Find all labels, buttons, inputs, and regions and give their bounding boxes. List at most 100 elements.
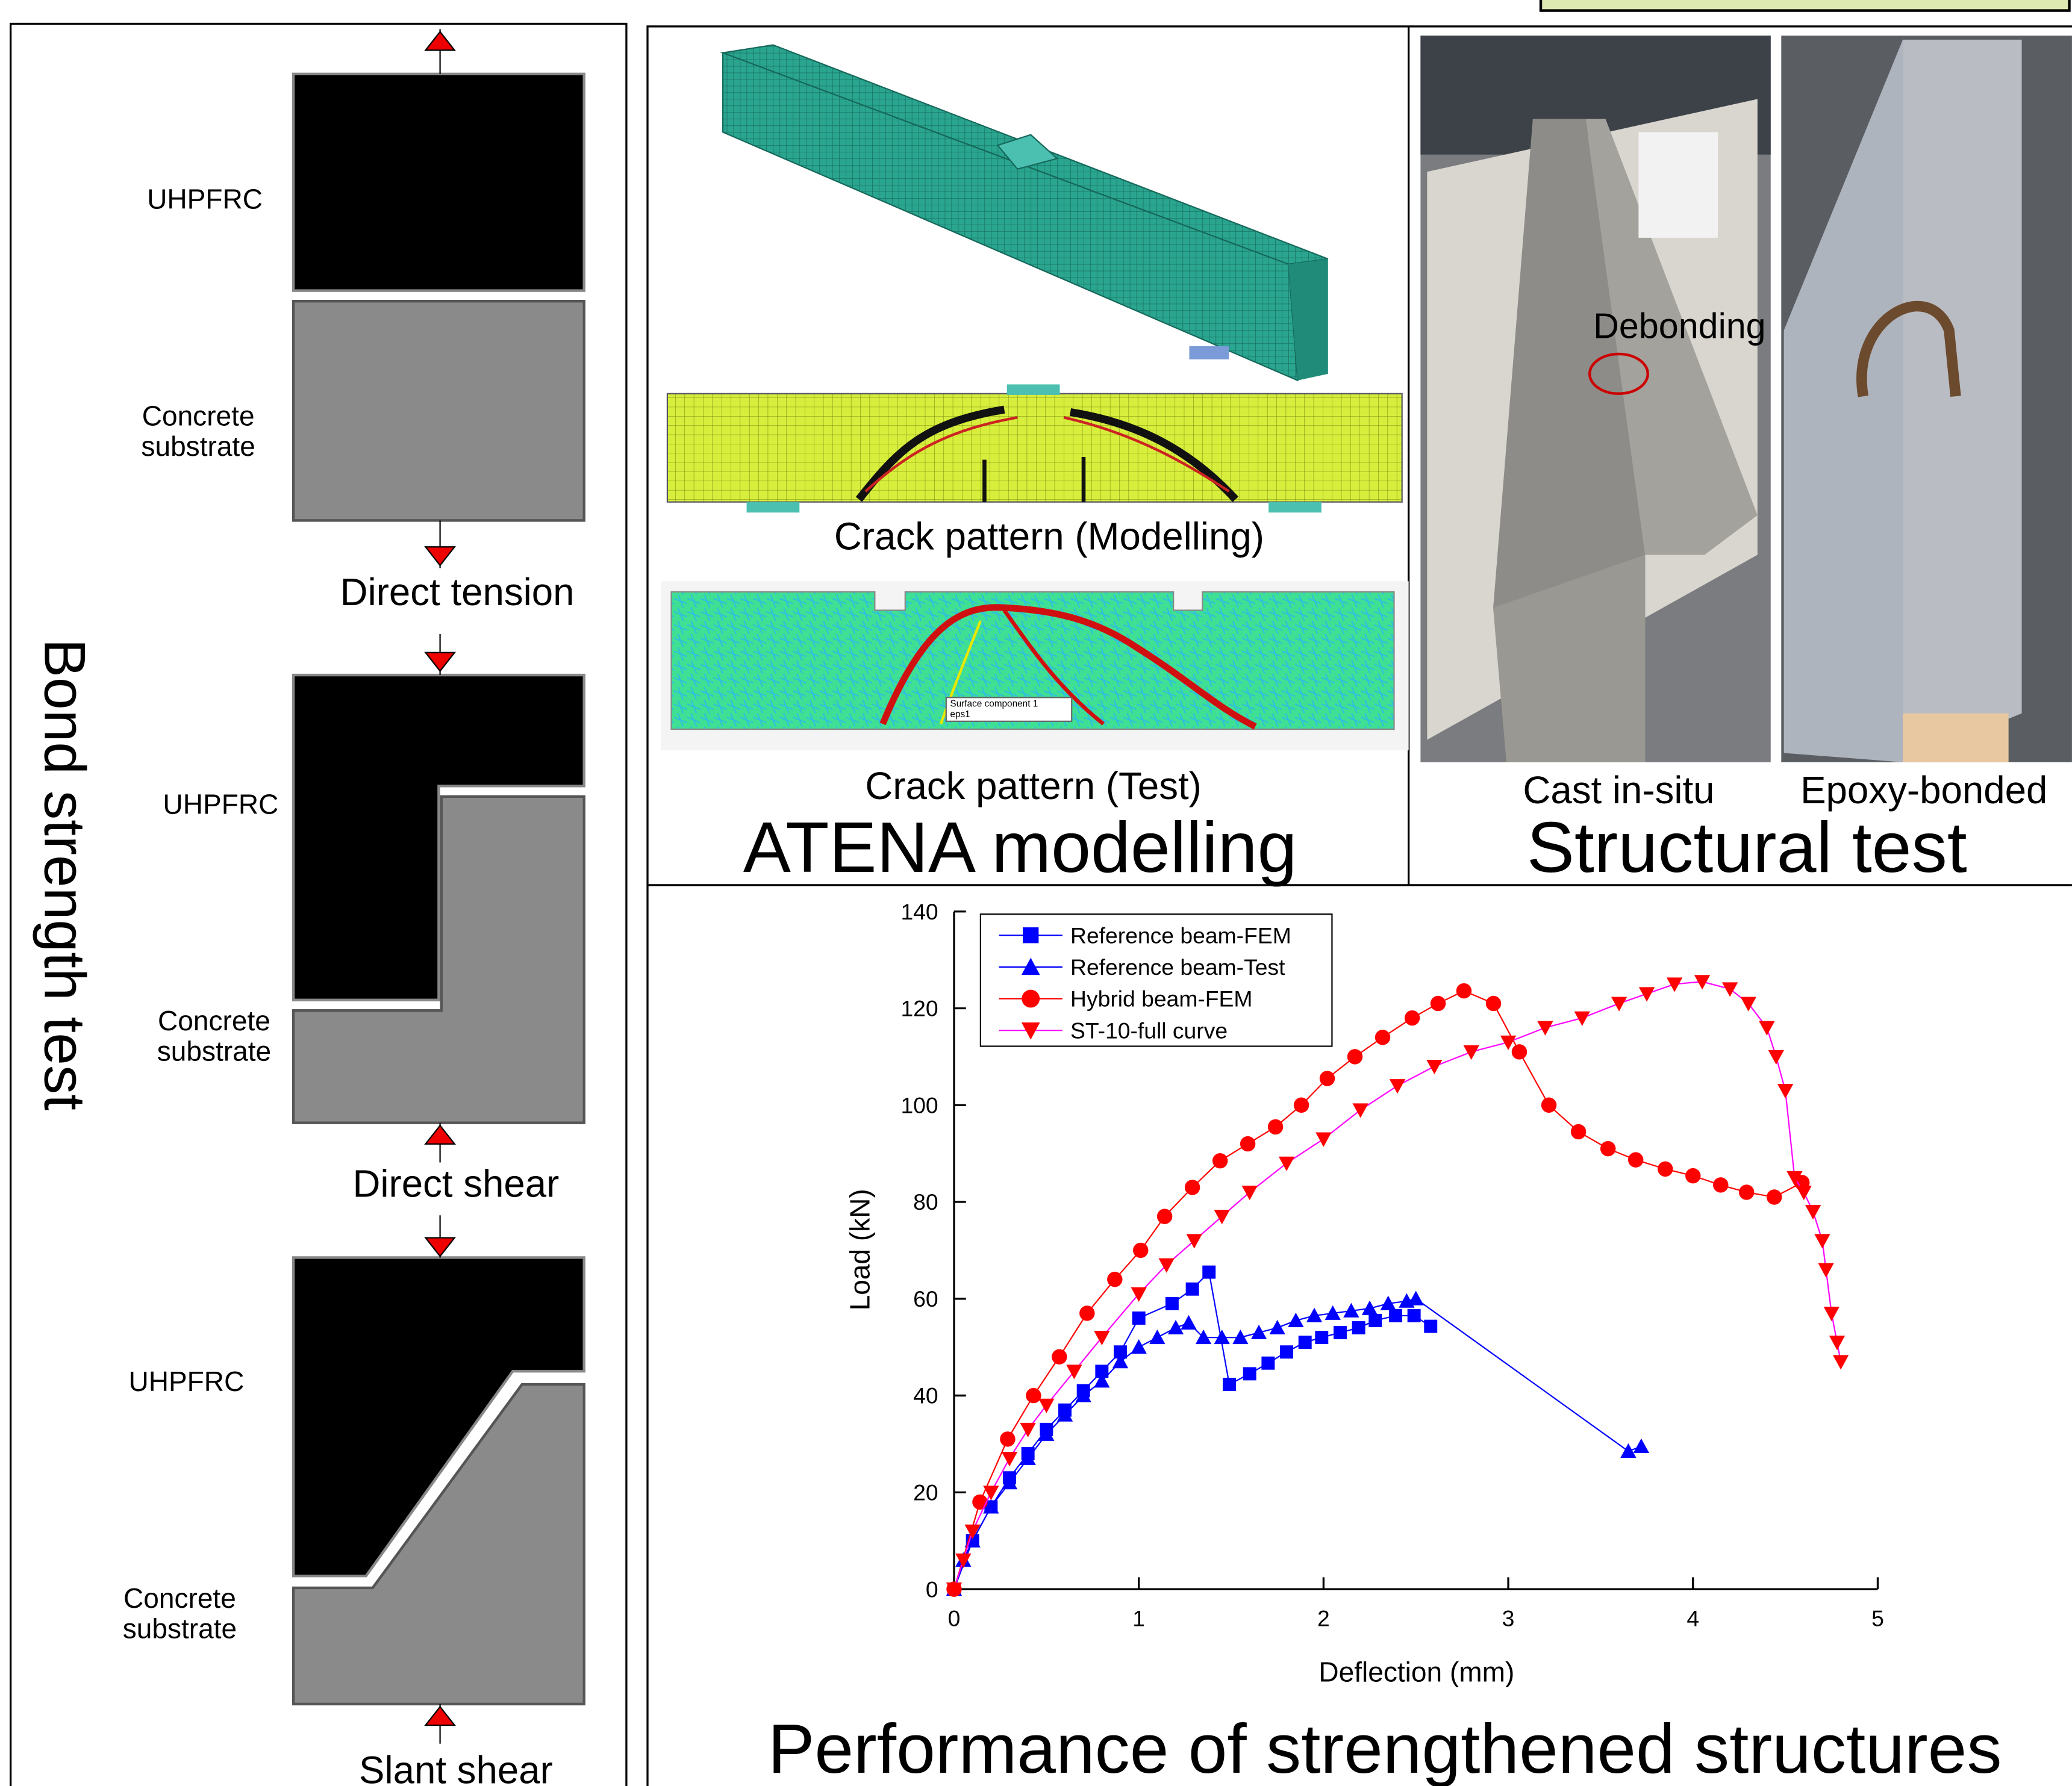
marker <box>1738 1184 1755 1200</box>
marker <box>1319 1071 1335 1086</box>
legend-label: Reference beam-Test <box>1070 954 1285 980</box>
y-tick-label: 60 <box>913 1286 938 1311</box>
marker <box>1620 1443 1637 1458</box>
marker <box>1456 983 1472 999</box>
marker <box>1107 1271 1123 1287</box>
tag: Surface component 1 <box>950 699 1038 709</box>
label: substrate <box>141 431 255 462</box>
fem-beam <box>720 44 1329 382</box>
marker <box>1361 1300 1378 1315</box>
marker <box>1056 1407 1073 1422</box>
y-tick-label: 100 <box>900 1092 938 1118</box>
series-line <box>953 1298 1642 1590</box>
marker <box>1026 1387 1041 1404</box>
marker <box>1685 1168 1701 1184</box>
marker <box>1713 1177 1729 1193</box>
marker <box>1298 1336 1312 1349</box>
marker <box>1511 1044 1527 1060</box>
legend-label: ST-10-full curve <box>1070 1018 1228 1043</box>
marker <box>1214 1329 1230 1345</box>
marker <box>1149 1329 1166 1345</box>
marker <box>1185 1282 1199 1296</box>
x-tick-label: 1 <box>1132 1606 1145 1631</box>
marker <box>1241 1185 1258 1201</box>
label: UHPFRC <box>163 788 279 820</box>
caption: Epoxy-bonded <box>1800 769 2047 812</box>
x-axis-label: Deflection (mm) <box>1318 1657 1514 1688</box>
y-tick-label: 40 <box>913 1383 938 1408</box>
marker <box>1133 1242 1149 1259</box>
marker <box>955 1553 972 1569</box>
y-tick-label: 140 <box>900 899 938 924</box>
marker <box>1570 1124 1587 1140</box>
marker <box>1500 1035 1517 1050</box>
marker <box>1768 1050 1784 1065</box>
y-axis-label: Load (kN) <box>844 1189 876 1310</box>
legend-marker <box>1023 927 1039 944</box>
marker <box>1306 1307 1323 1322</box>
marker <box>1633 1438 1650 1453</box>
x-tick-label: 2 <box>1317 1606 1330 1631</box>
marker <box>1293 1097 1309 1113</box>
marker <box>1038 1426 1055 1441</box>
direct-shear-diagram <box>292 634 585 1163</box>
marker <box>1267 1119 1284 1135</box>
marker <box>1777 1084 1794 1099</box>
marker <box>1288 1312 1304 1327</box>
marker <box>1095 1364 1109 1378</box>
label: Concrete <box>142 400 255 431</box>
marker <box>1158 1258 1175 1273</box>
x-tick-label: 0 <box>948 1606 961 1631</box>
label: substrate <box>123 1613 237 1644</box>
marker <box>1759 1021 1775 1036</box>
marker <box>1600 1140 1616 1157</box>
marker <box>1380 1295 1396 1310</box>
tag: eps1 <box>950 709 970 720</box>
marker <box>1430 995 1446 1012</box>
y-tick-label: 120 <box>900 996 938 1021</box>
marker <box>946 1582 963 1598</box>
marker <box>1352 1321 1365 1335</box>
x-tick-label: 4 <box>1687 1606 1699 1631</box>
panel-title: Structural test <box>1527 808 1967 888</box>
label: UHPFRC <box>128 1366 244 1397</box>
caption: Cast in-situ <box>1523 769 1714 812</box>
marker <box>1537 1021 1553 1036</box>
marker <box>1167 1319 1184 1335</box>
marker <box>1066 1364 1082 1380</box>
marker <box>1334 1326 1347 1340</box>
label: Concrete <box>123 1582 236 1614</box>
label: Concrete <box>158 1005 270 1036</box>
marker <box>1611 997 1627 1012</box>
right-frame <box>646 25 2072 1786</box>
marker <box>1638 987 1655 1002</box>
marker <box>1627 1152 1644 1168</box>
marker <box>1094 1373 1110 1388</box>
caption: Crack pattern (Modelling) <box>834 515 1264 558</box>
marker <box>1020 1422 1036 1438</box>
marker <box>1240 1136 1256 1152</box>
marker <box>1805 1205 1821 1220</box>
marker <box>1823 1306 1840 1322</box>
marker <box>1212 1153 1228 1169</box>
bond-frame <box>9 22 628 1786</box>
marker <box>1222 1378 1236 1392</box>
marker <box>1829 1336 1846 1351</box>
marker <box>1184 1180 1200 1195</box>
crack-model <box>666 384 1403 513</box>
marker <box>983 1499 999 1514</box>
marker <box>1114 1345 1127 1359</box>
marker <box>1766 1189 1782 1205</box>
legend-label: Reference beam-FEM <box>1070 923 1291 948</box>
marker <box>1132 1311 1146 1325</box>
marker <box>1786 1171 1803 1186</box>
marker <box>1426 1059 1443 1075</box>
annotation: Debonding <box>1593 306 1765 346</box>
marker <box>1000 1431 1016 1447</box>
caption: Crack pattern (Test) <box>865 765 1202 807</box>
marker <box>1315 1132 1332 1147</box>
marker <box>1243 1367 1256 1381</box>
marker <box>1352 1103 1368 1118</box>
x-tick-label: 5 <box>1871 1606 1884 1631</box>
panel-title: ATENA modelling <box>743 808 1297 888</box>
